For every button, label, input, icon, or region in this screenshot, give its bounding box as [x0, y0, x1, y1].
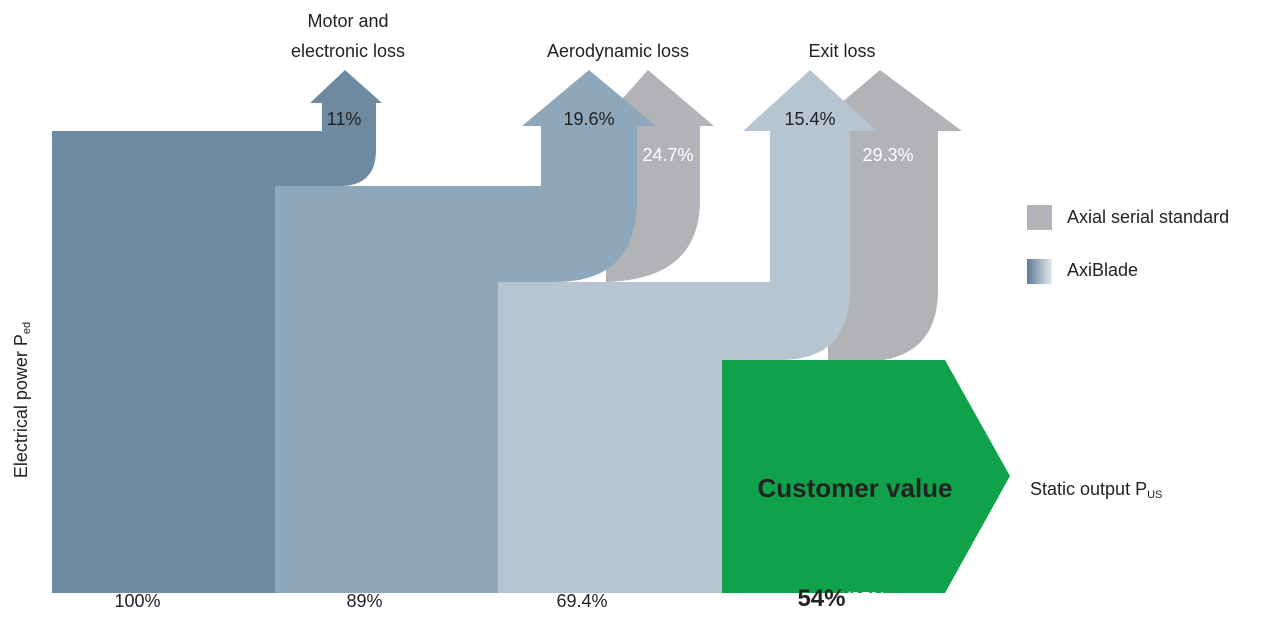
input-label-sub: ed [21, 322, 33, 334]
stage-values: 69.4%/64.3% [556, 591, 663, 611]
stage-axiblade: 100% [114, 591, 160, 611]
legend-label: AxiBlade [1067, 260, 1138, 280]
loss-label: electronic loss [291, 41, 405, 61]
stage-standard: /64.3% [608, 591, 664, 611]
stage-standard: /89% [383, 591, 424, 611]
loss-value-standard: 29.3% [862, 145, 913, 165]
stage-standard: /100% [161, 591, 212, 611]
loss-value: 11% [327, 109, 362, 129]
stage-axiblade: 54% [797, 585, 845, 612]
customer-value-label: Customer value [757, 473, 952, 503]
legend-swatch [1027, 205, 1052, 230]
customer-value-arrow [722, 360, 1010, 593]
stage-axiblade: 69.4% [556, 591, 607, 611]
stage-values: 100%/100% [114, 591, 211, 611]
stage-2-flow [275, 70, 656, 593]
stage-standard: /35% [846, 589, 887, 609]
input-label-text: Electrical power P [11, 334, 31, 478]
output-label-sub: US [1147, 489, 1162, 501]
stage-3-flow [498, 70, 877, 593]
loss-label: Aerodynamic loss [547, 41, 689, 61]
input-label: Electrical power Ped [11, 322, 33, 478]
stage-axiblade: 89% [346, 591, 382, 611]
legend-swatch [1027, 259, 1052, 284]
stage-values: 89%/89% [346, 591, 423, 611]
loss-value: 19.6% [563, 109, 614, 129]
output-label: Static output PUS [1030, 479, 1162, 501]
output-label-text: Static output P [1030, 479, 1147, 499]
stage-1-flow [52, 70, 382, 593]
stage-values: 54%/35% [797, 585, 886, 612]
loss-label: Motor and [307, 11, 388, 31]
loss-label: Exit loss [808, 41, 875, 61]
loss-value: 15.4% [784, 109, 835, 129]
loss-value-standard: 24.7% [642, 145, 693, 165]
legend-label: Axial serial standard [1067, 207, 1229, 227]
